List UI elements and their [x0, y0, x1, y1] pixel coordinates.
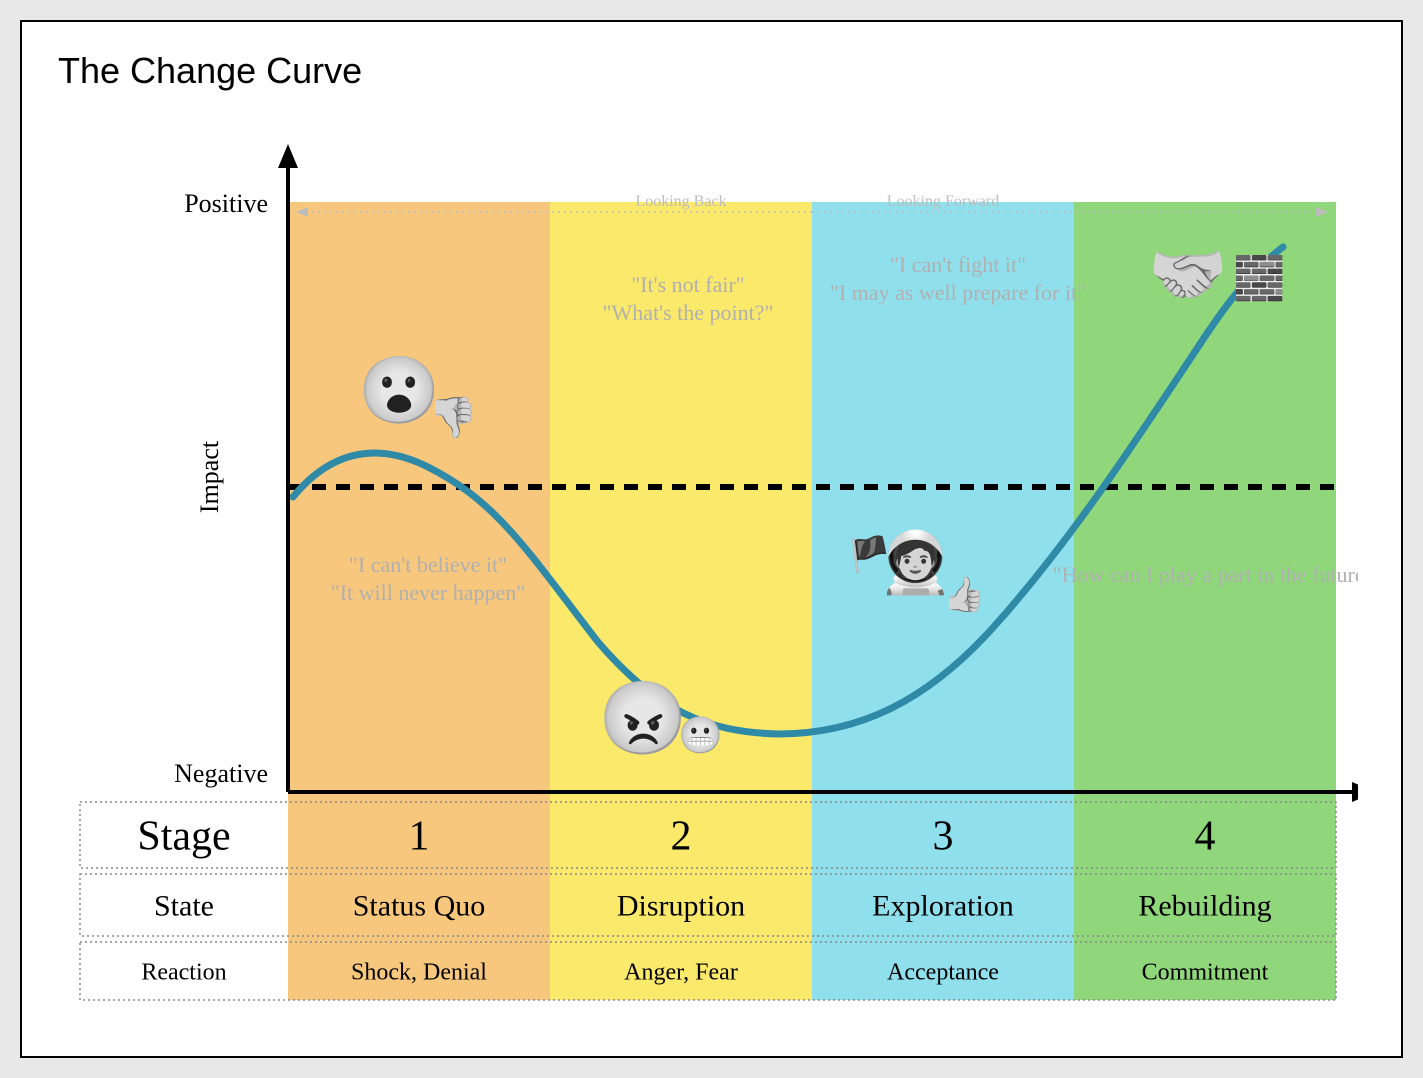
handshake-icon: 🤝 — [1148, 238, 1228, 310]
bricks-icon: 🧱 — [1233, 254, 1285, 303]
stage-quote-2-line-2: "What's the point?" — [603, 300, 774, 325]
y-bottom-label: Negative — [174, 759, 268, 788]
stage-quote-2-line-1: "It's not fair" — [631, 272, 745, 297]
table-cell-state-2: Disruption — [617, 890, 745, 923]
diagram-area: Looking Back Looking Forward "I can't beli… — [58, 102, 1358, 1042]
y-top-label: Positive — [184, 189, 268, 218]
table-header-number: Stage — [137, 814, 230, 860]
diagram-card: The Change Curve Looking Back Looking For… — [20, 20, 1403, 1058]
flag-icon: 🏴 — [848, 534, 890, 574]
y-axis-label: Impact — [195, 440, 224, 513]
stage-quote-4-line-1: "How can I play a part in the future?" — [1053, 562, 1358, 587]
table-cell-number-4: 4 — [1195, 814, 1216, 860]
table-header-state: State — [154, 890, 214, 923]
stage-quote-3-line-1: "I can't fight it" — [890, 252, 1026, 277]
stage-quote-3-line-2: "I may as well prepare for it" — [830, 280, 1086, 305]
y-axis-arrow — [278, 144, 298, 168]
stage-band-4 — [1074, 202, 1336, 1000]
looking-back-label: Looking Back — [635, 193, 726, 210]
table-cell-number-1: 1 — [409, 814, 430, 860]
table-cell-state-3: Exploration — [872, 890, 1014, 923]
thumbs-up-icon: 👍 — [943, 575, 985, 614]
table-cell-number-2: 2 — [671, 814, 692, 860]
x-axis-arrow — [1352, 782, 1358, 802]
table-header-reaction: Reaction — [141, 959, 226, 985]
table-cell-number-3: 3 — [933, 814, 954, 860]
stage-quote-1-line-1: "I can't believe it" — [349, 552, 507, 577]
thumbs-down-icon: 👎 — [428, 396, 478, 440]
chart-svg: Looking Back Looking Forward "I can't beli… — [58, 102, 1358, 1042]
stage-quote-1-line-2: "It will never happen" — [331, 580, 526, 605]
grimace-face-icon: 😬 — [678, 715, 723, 756]
table-cell-reaction-4: Commitment — [1142, 959, 1269, 985]
table-cell-reaction-3: Acceptance — [887, 959, 999, 985]
table-cell-state-1: Status Quo — [353, 890, 486, 923]
looking-forward-label: Looking Forward — [887, 193, 999, 210]
table-cell-reaction-2: Anger, Fear — [624, 959, 738, 985]
diagram-title: The Change Curve — [58, 50, 1365, 92]
table-cell-state-4: Rebuilding — [1138, 890, 1271, 923]
table-cell-reaction-1: Shock, Denial — [351, 959, 487, 985]
angry-face-icon: 😠 — [598, 679, 688, 759]
